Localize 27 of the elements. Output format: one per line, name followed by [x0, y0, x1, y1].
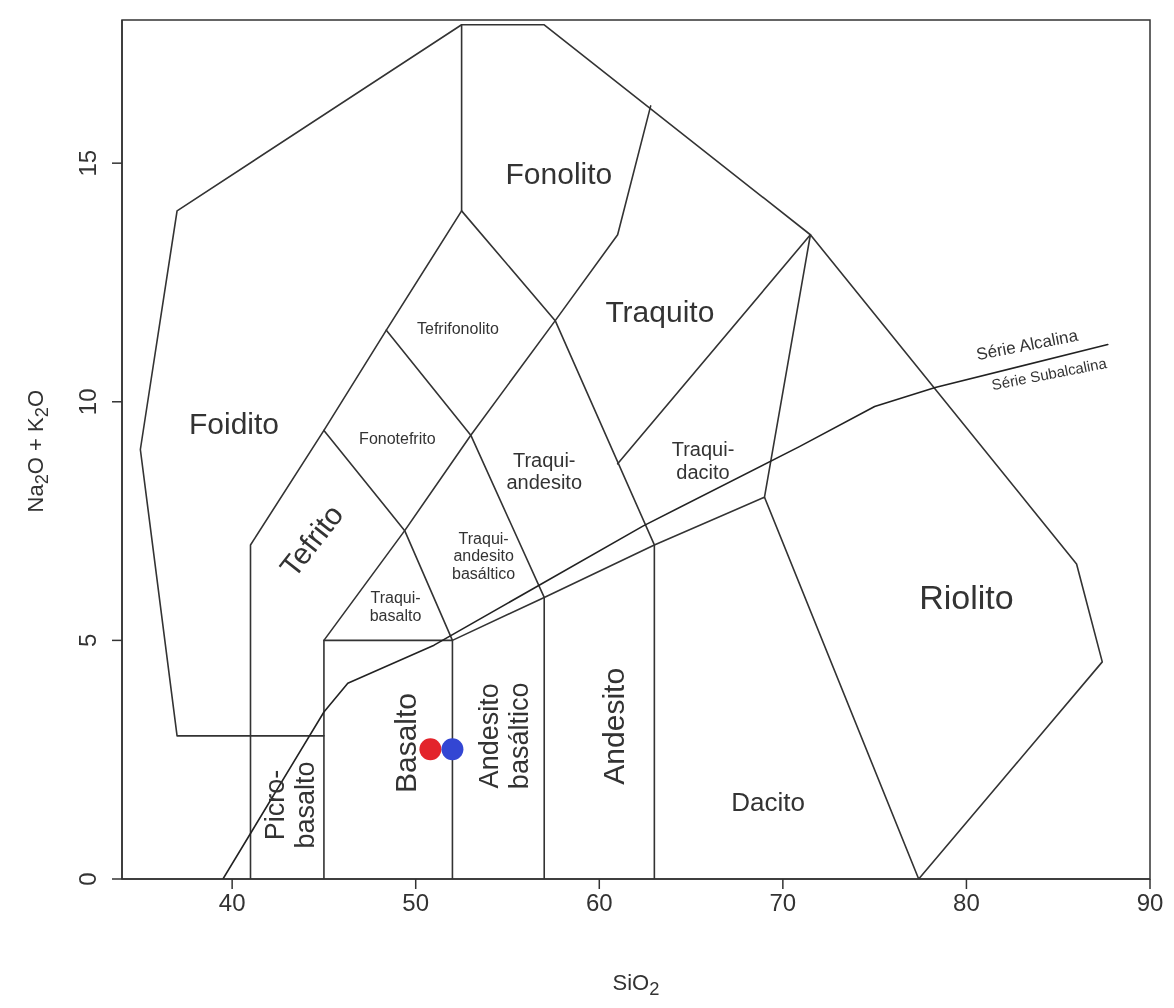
annotation: Foidito [188, 406, 279, 440]
annotation: Andesito [596, 667, 630, 785]
annotation: Traqui- andesito [506, 448, 583, 494]
annotation: Basalto [388, 692, 422, 794]
annotation: Série Alcalina [974, 325, 1080, 364]
annotation: Traqui- dacito [671, 438, 735, 483]
x-tick-label: 90 [1136, 889, 1164, 916]
annotation: Picro- basalto [259, 761, 321, 849]
annotation: Traqui- andesito basáltico [452, 529, 516, 582]
x-tick-label: 40 [218, 889, 246, 916]
annotation: Traqui- basalto [369, 588, 422, 624]
y-tick-label: 10 [74, 388, 101, 416]
x-tick-label: 50 [402, 889, 430, 916]
annotation: Traquito [605, 294, 715, 328]
y-tick-label: 5 [74, 633, 101, 648]
x-tick-label: 60 [585, 889, 613, 916]
y-tick-label: 0 [74, 872, 101, 886]
annotation: Dacito [731, 787, 806, 818]
annotation: Fonolito [505, 156, 613, 190]
x-tick-label: 70 [769, 889, 797, 916]
annotation: Riolito [919, 578, 1014, 617]
annotation: Fonotefrito [359, 429, 436, 447]
y-tick-label: 15 [74, 149, 101, 177]
x-axis-title: SiO$_{2}$ [611, 970, 661, 1001]
x-tick-label: 80 [953, 889, 980, 916]
annotation: Andesito basáltico [473, 682, 534, 790]
annotation: Tefrifonolito [417, 319, 499, 337]
